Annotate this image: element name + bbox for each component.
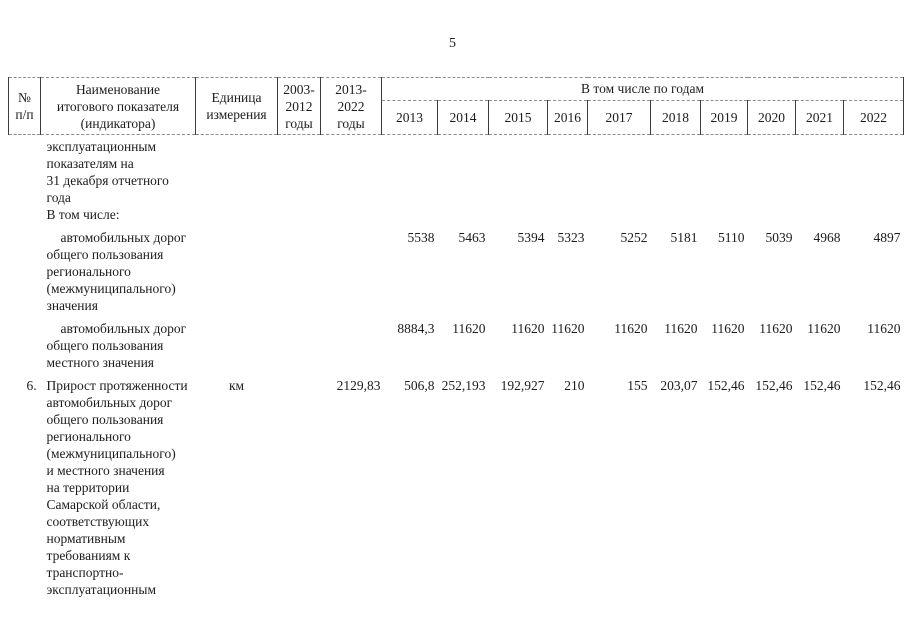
year-value-cell: 4897 — [873, 230, 901, 245]
indicator-name-cell: Прирост протяженности автомобильных доро… — [46, 378, 188, 597]
year-value-cell: 11620 — [867, 321, 901, 336]
total-2003-2012-cell — [278, 317, 321, 374]
year-value-cell — [588, 135, 651, 227]
year-value-cell: 11620 — [452, 321, 486, 336]
col-header-row-number: № п/п — [8, 77, 41, 135]
table-header: № п/п Наименование итогового показателя … — [8, 77, 905, 135]
col-header-year-2014: 2014 — [437, 100, 489, 135]
unit-cell — [196, 317, 278, 374]
year-value-cell: 11620 — [759, 321, 793, 336]
indicator-name-cell: автомобильных дорог общего пользования м… — [46, 321, 187, 370]
year-value-cell — [701, 135, 748, 227]
year-value-cell — [844, 135, 904, 227]
year-value-cell: 155 — [627, 378, 648, 393]
header-row-top: № п/п Наименование итогового показателя … — [8, 77, 905, 135]
total-2013-2022-cell: 2129,83 — [336, 378, 381, 393]
row-number-cell: 6. — [26, 378, 37, 393]
col-header-2013-2022: 2013- 2022 годы — [320, 77, 382, 135]
year-value-cell — [438, 135, 489, 227]
year-value-cell — [489, 135, 548, 227]
indicators-table: № п/п Наименование итогового показателя … — [8, 77, 905, 601]
year-value-cell: 11620 — [807, 321, 841, 336]
year-value-cell: 210 — [564, 378, 585, 393]
col-header-year-2013: 2013 — [381, 100, 438, 135]
year-value-cell: 8884,3 — [397, 321, 435, 336]
row-number-cell — [9, 317, 41, 374]
table-row: автомобильных дорог общего пользования м… — [9, 317, 904, 374]
col-header-year-2015: 2015 — [488, 100, 548, 135]
year-value-cell — [382, 135, 438, 227]
col-header-indicator-name: Наименование итогового показателя (индик… — [40, 77, 196, 135]
year-value-cell: 5323 — [557, 230, 585, 245]
total-2013-2022-cell — [321, 317, 382, 374]
year-value-cell — [548, 135, 588, 227]
unit-cell: км — [228, 378, 245, 393]
year-value-cell: 11620 — [664, 321, 698, 336]
indicator-name-cell: эксплуатационным показателям на 31 декаб… — [46, 139, 169, 222]
year-value-cell: 506,8 — [404, 378, 435, 393]
year-value-cell: 11620 — [511, 321, 545, 336]
col-header-year-2017: 2017 — [587, 100, 651, 135]
col-header-year-2019: 2019 — [700, 100, 748, 135]
year-value-cell: 152,46 — [707, 378, 745, 393]
col-header-unit: Единица измерения — [195, 77, 278, 135]
year-value-cell — [748, 135, 796, 227]
row-number-cell — [9, 135, 41, 227]
col-header-year-2021: 2021 — [795, 100, 844, 135]
col-header-2003-2012: 2003- 2012 годы — [277, 77, 321, 135]
table-row: 6. Прирост протяженности автомобильных д… — [9, 374, 904, 601]
total-2013-2022-cell — [321, 135, 382, 227]
row-number-cell — [9, 226, 41, 317]
year-value-cell: 5394 — [517, 230, 545, 245]
year-value-cell: 11620 — [551, 321, 585, 336]
col-header-year-2022: 2022 — [842, 100, 905, 135]
page-number: 5 — [449, 36, 456, 51]
year-value-cell: 5463 — [458, 230, 486, 245]
col-header-year-2020: 2020 — [747, 100, 796, 135]
year-value-cell: 11620 — [711, 321, 745, 336]
unit-cell — [196, 135, 278, 227]
col-header-years-group: В том числе по годам — [380, 77, 905, 101]
unit-cell — [196, 226, 278, 317]
table-row: эксплуатационным показателям на 31 декаб… — [9, 135, 904, 227]
col-header-year-2018: 2018 — [650, 100, 701, 135]
year-value-cell: 5039 — [765, 230, 793, 245]
indicator-name-cell: автомобильных дорог общего пользования р… — [46, 230, 187, 313]
header-row-years: 2013 2014 2015 2016 2017 2018 2019 2020 … — [9, 100, 905, 135]
year-value-cell: 5538 — [407, 230, 435, 245]
year-value-cell: 152,46 — [803, 378, 841, 393]
year-value-cell: 152,46 — [863, 378, 901, 393]
year-value-cell — [796, 135, 844, 227]
year-value-cell: 5110 — [718, 230, 745, 245]
year-value-cell: 11620 — [614, 321, 648, 336]
col-header-year-2016: 2016 — [547, 100, 588, 135]
total-2003-2012-cell — [278, 226, 321, 317]
year-value-cell: 203,07 — [660, 378, 698, 393]
year-value-cell: 192,927 — [500, 378, 545, 393]
year-value-cell: 152,46 — [755, 378, 793, 393]
year-value-cell: 252,193 — [441, 378, 486, 393]
year-value-cell: 5181 — [670, 230, 698, 245]
year-value-cell: 5252 — [620, 230, 648, 245]
total-2013-2022-cell — [321, 226, 382, 317]
total-2003-2012-cell — [278, 374, 321, 601]
total-2003-2012-cell — [278, 135, 321, 227]
year-value-cell — [651, 135, 701, 227]
table-row: автомобильных дорог общего пользования р… — [9, 226, 904, 317]
year-value-cell: 4968 — [813, 230, 841, 245]
